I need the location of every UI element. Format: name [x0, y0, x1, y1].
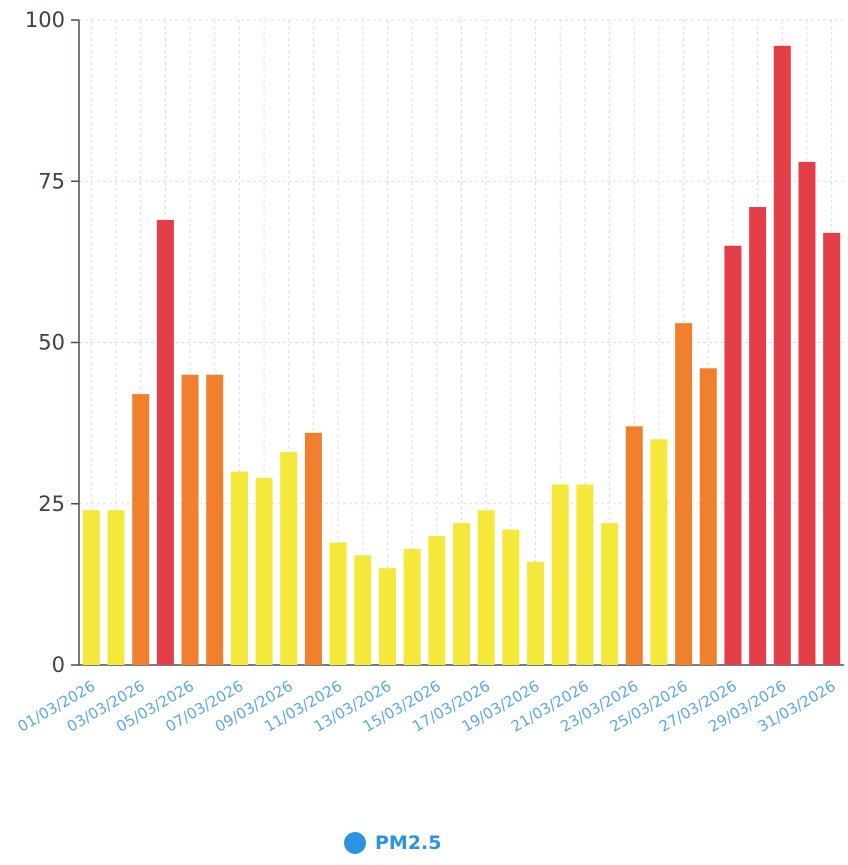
y-tick-label: 25	[38, 492, 65, 516]
bar[interactable]	[378, 568, 396, 665]
bar[interactable]	[255, 477, 273, 665]
bar[interactable]	[798, 161, 816, 665]
y-tick-labels: 0 25 50 75 100	[25, 8, 65, 677]
bar[interactable]	[230, 471, 248, 666]
bar[interactable]	[551, 484, 569, 665]
y-tick-label: 50	[38, 331, 65, 355]
bar[interactable]	[206, 374, 224, 665]
bar[interactable]	[773, 45, 791, 666]
y-tick-label: 75	[38, 169, 65, 193]
bar[interactable]	[749, 207, 767, 666]
y-tick-label: 100	[25, 8, 65, 32]
legend-label: PM2.5	[375, 832, 442, 854]
bar[interactable]	[601, 523, 619, 665]
bar[interactable]	[502, 529, 520, 665]
pm25-bar-chart: 0 25 50 75 100 01/03/202603/03/202605/03/202…	[14, 8, 844, 736]
bar[interactable]	[156, 219, 174, 665]
bar[interactable]	[181, 374, 199, 665]
bar[interactable]	[477, 510, 495, 665]
bar[interactable]	[107, 510, 125, 665]
bars	[82, 45, 841, 666]
bar[interactable]	[329, 542, 347, 665]
bar[interactable]	[675, 323, 693, 665]
bar[interactable]	[82, 510, 100, 665]
bar[interactable]	[453, 523, 470, 665]
bar[interactable]	[304, 432, 322, 665]
bar[interactable]	[823, 232, 841, 665]
bar[interactable]	[625, 426, 643, 665]
bar[interactable]	[650, 439, 668, 665]
bar[interactable]	[527, 561, 545, 665]
legend-marker-icon	[344, 832, 366, 854]
x-tick-labels: 01/03/202603/03/202605/03/202607/03/2026…	[14, 677, 838, 736]
bar[interactable]	[280, 452, 298, 665]
bar[interactable]	[576, 484, 594, 665]
bar[interactable]	[354, 555, 372, 665]
bar[interactable]	[724, 245, 742, 665]
legend[interactable]: PM2.5	[344, 832, 442, 854]
bar[interactable]	[428, 536, 446, 665]
bar[interactable]	[699, 368, 717, 665]
bar[interactable]	[403, 548, 421, 665]
bar[interactable]	[132, 394, 150, 665]
y-tick-label: 0	[52, 653, 65, 677]
